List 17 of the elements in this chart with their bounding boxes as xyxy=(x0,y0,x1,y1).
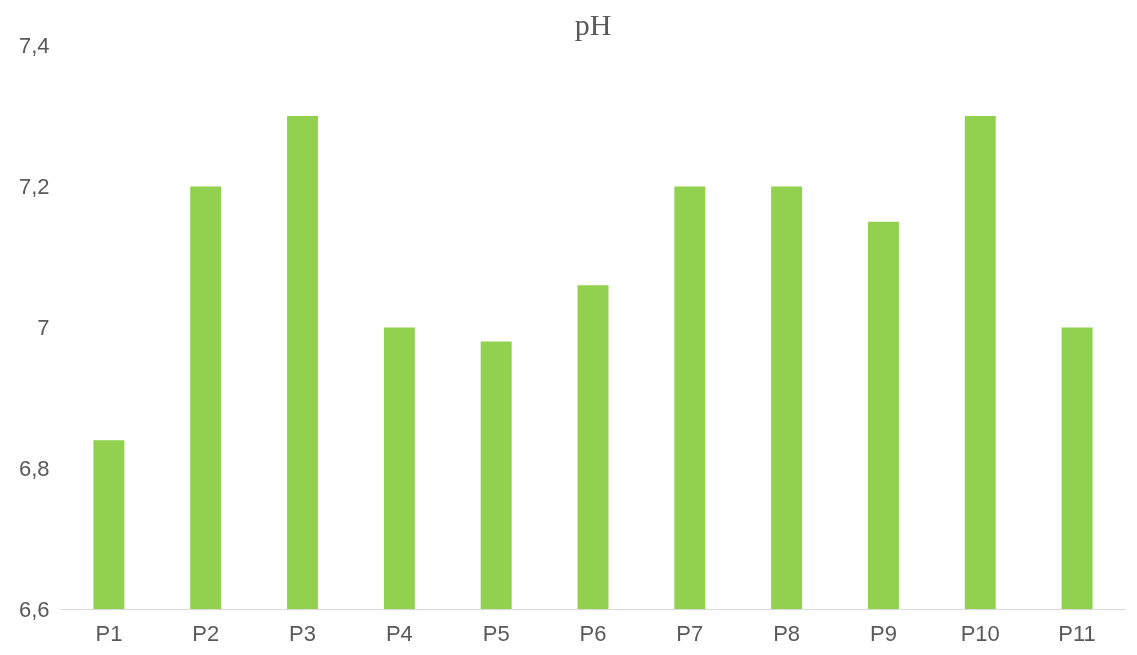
x-tick-label: P5 xyxy=(482,620,510,646)
x-tick-label: P6 xyxy=(579,620,607,646)
y-tick-label: 6,8 xyxy=(18,456,50,481)
x-tick-label: P3 xyxy=(289,620,317,646)
y-tick-label: 7,2 xyxy=(18,174,50,199)
x-tick-label: P9 xyxy=(870,620,897,646)
x-tick-label: P1 xyxy=(95,620,123,646)
y-tick-label: 6,6 xyxy=(18,597,50,622)
x-tick-label: P10 xyxy=(960,620,1000,646)
x-tick-label: P4 xyxy=(385,620,413,646)
x-tick-label: P8 xyxy=(773,620,801,646)
y-tick-label: 7,4 xyxy=(18,33,50,58)
y-tick-label: 7 xyxy=(37,315,50,340)
x-tick-label: P11 xyxy=(1058,620,1096,646)
x-tick-label: P2 xyxy=(192,620,220,646)
chart-title: pH xyxy=(574,7,612,41)
x-tick-label: P7 xyxy=(676,620,704,646)
